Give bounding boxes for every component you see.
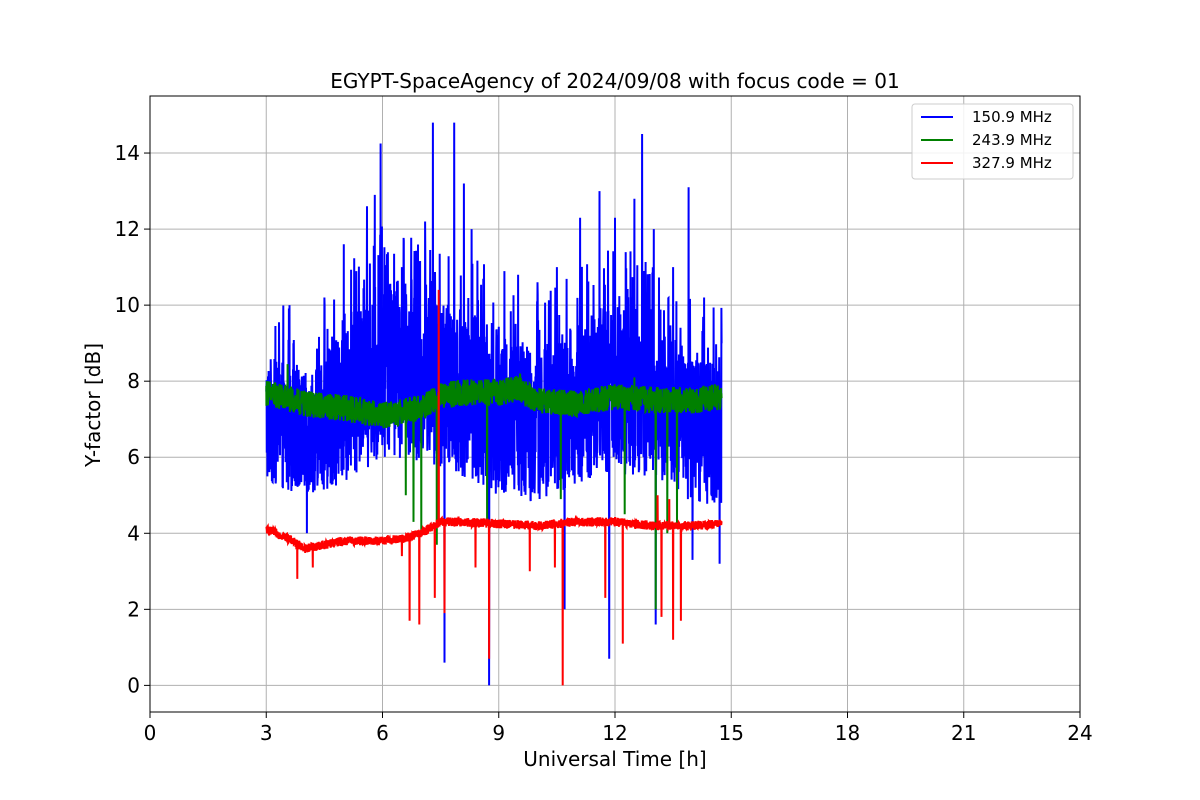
x-tick-label: 18 [835,721,860,745]
y-tick-label: 14 [115,141,140,165]
x-tick-label: 12 [602,721,627,745]
chart-title: EGYPT-SpaceAgency of 2024/09/08 with foc… [330,69,899,93]
series-line-2 [265,289,723,686]
x-tick-label: 3 [260,721,273,745]
y-tick-label: 12 [115,217,140,241]
y-tick-label: 10 [115,293,140,317]
x-axis-label: Universal Time [h] [523,747,706,771]
y-tick-label: 8 [127,369,140,393]
series-line-1 [265,364,723,610]
legend-label-series-0: 150.9 MHz [972,108,1052,126]
plot-area [265,122,723,686]
x-tick-label: 0 [144,721,157,745]
x-tick-label: 15 [719,721,744,745]
y-tick-label: 0 [127,673,140,697]
legend-label-series-1: 243.9 MHz [972,131,1052,149]
y-axis-label: Y-factor [dB] [81,343,105,468]
y-axis-ticks: 0 2 4 6 8 10 12 14 [115,141,150,697]
y-tick-label: 2 [127,597,140,621]
x-tick-label: 6 [376,721,389,745]
x-tick-label: 9 [492,721,505,745]
legend: 150.9 MHz 243.9 MHz 327.9 MHz [911,103,1074,180]
legend-box [911,103,1074,180]
x-tick-label: 21 [951,721,976,745]
legend-label-series-2: 327.9 MHz [972,154,1052,172]
x-tick-label: 24 [1067,721,1092,745]
x-axis-ticks: 0 3 6 9 12 15 18 21 24 [144,712,1093,745]
y-tick-label: 4 [127,521,140,545]
y-tick-label: 6 [127,445,140,469]
